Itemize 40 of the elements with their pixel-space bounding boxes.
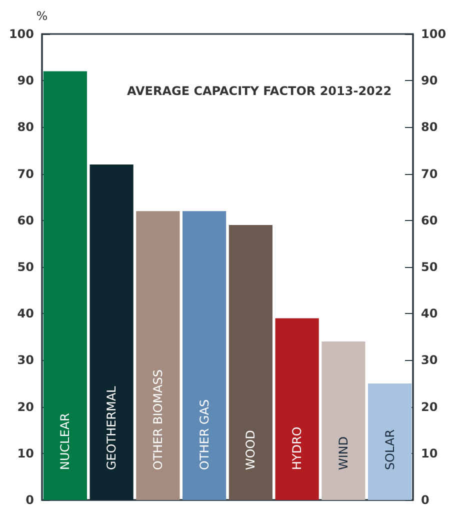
bar: [90, 164, 134, 500]
bar: [322, 342, 366, 500]
x-tick-label: SOLAR: [382, 429, 397, 470]
y-tick-label: 50: [17, 260, 34, 274]
y2-tick-label: 50: [421, 260, 438, 274]
x-tick-label: OTHER GAS: [197, 399, 212, 470]
bar: [43, 71, 87, 500]
y-tick-label: 40: [17, 306, 34, 321]
y-axis-title: %: [36, 9, 48, 23]
y-tick-label: 90: [17, 74, 34, 88]
y-tick-label: 80: [17, 120, 34, 134]
x-tick-label: WIND: [336, 436, 350, 470]
y2-tick-label: 30: [421, 353, 438, 368]
y2-tick-label: 100: [421, 27, 446, 41]
bar: [182, 211, 226, 500]
x-tick-label: NUCLEAR: [58, 413, 72, 470]
y2-tick-label: 60: [421, 213, 438, 228]
x-tick-label: HYDRO: [290, 426, 304, 470]
y-tick-label: 10: [17, 446, 34, 460]
y2-tick-label: 40: [421, 306, 438, 321]
y2-tick-label: 0: [421, 493, 430, 507]
y2-tick-label: 10: [421, 446, 438, 460]
y-tick-label: 100: [8, 27, 34, 41]
x-tick-label: GEOTHERMAL: [104, 386, 119, 470]
bar: [368, 384, 412, 500]
x-tick-label: WOOD: [244, 430, 258, 470]
x-tick-label: OTHER BIOMASS: [150, 369, 165, 470]
bar: [275, 318, 319, 500]
y-tick-label: 60: [17, 213, 34, 228]
bar: [228, 225, 272, 500]
y-tick-label: 70: [17, 166, 34, 181]
y-tick-label: 30: [17, 353, 34, 368]
y2-tick-label: 90: [421, 74, 438, 88]
y-tick-label: 20: [17, 400, 34, 414]
y2-tick-label: 70: [421, 166, 438, 181]
text: AVERAGE CAPACITY FACTOR 2013-2022: [127, 84, 392, 98]
y-tick-label: 0: [26, 493, 34, 507]
y2-tick-label: 80: [421, 120, 438, 134]
bar: [136, 211, 180, 500]
y2-tick-label: 20: [421, 400, 438, 414]
